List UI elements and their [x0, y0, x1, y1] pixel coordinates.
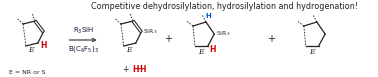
- Text: B(C$_6$F$_5$)$_3$: B(C$_6$F$_5$)$_3$: [68, 44, 99, 54]
- Text: E: E: [198, 48, 204, 56]
- Text: +: +: [266, 34, 275, 44]
- Text: H: H: [139, 65, 146, 74]
- Text: E: E: [309, 48, 315, 56]
- Text: SiR$_3$: SiR$_3$: [216, 30, 231, 38]
- Text: H: H: [210, 45, 216, 54]
- Text: E = NR or S: E = NR or S: [9, 70, 46, 75]
- Text: +: +: [164, 34, 172, 44]
- Text: +: +: [123, 65, 131, 74]
- Text: SiR$_3$: SiR$_3$: [143, 28, 158, 36]
- Text: R$_3$SiH: R$_3$SiH: [73, 26, 94, 36]
- Text: Competitive dehydrosilylation, hydrosilylation and hydrogenation!: Competitive dehydrosilylation, hydrosily…: [91, 2, 358, 11]
- Text: H: H: [41, 41, 47, 50]
- Text: –: –: [136, 65, 140, 74]
- Text: E: E: [28, 47, 34, 55]
- Text: H: H: [205, 13, 211, 19]
- Text: E: E: [126, 47, 132, 55]
- Text: H: H: [132, 65, 139, 74]
